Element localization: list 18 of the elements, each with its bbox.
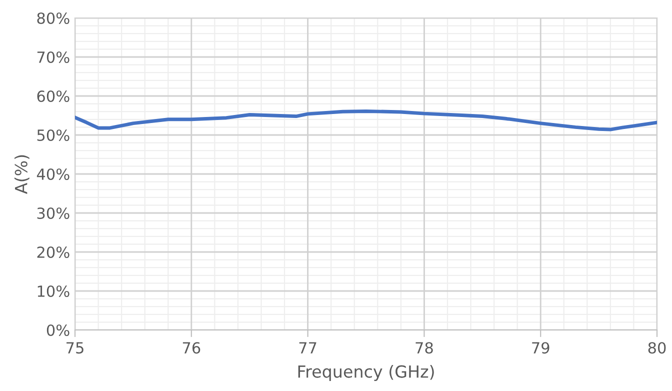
y-tick-label: 60%	[37, 90, 70, 102]
y-tick-label: 20%	[37, 246, 70, 258]
x-tick-label: 79	[532, 342, 550, 354]
line-series	[75, 109, 657, 132]
x-axis-title: Frequency (GHz)	[298, 364, 434, 382]
y-axis-title: A(%)	[14, 155, 30, 194]
y-tick-label: 70%	[37, 51, 70, 64]
y-tick-label: 50%	[37, 129, 70, 142]
y-tick-label: 30%	[37, 207, 70, 220]
x-tick-label: 78	[416, 342, 433, 354]
x-tick-label: 77	[299, 342, 316, 354]
x-tick-label: 80	[648, 342, 666, 354]
y-tick-label: 40%	[36, 168, 70, 180]
y-tick-label: 80%	[37, 12, 70, 24]
x-tick-label: 76	[182, 342, 200, 354]
x-tick-label: 75	[66, 342, 84, 354]
y-tick-label: 10%	[38, 285, 70, 298]
y-tick-label: 0%	[46, 324, 70, 336]
